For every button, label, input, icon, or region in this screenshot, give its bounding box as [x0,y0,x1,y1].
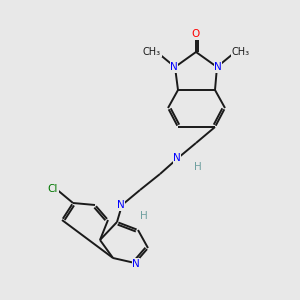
Text: CH₃: CH₃ [232,47,250,57]
Text: N: N [214,62,222,72]
Text: N: N [117,200,125,210]
Text: O: O [192,29,200,39]
Text: H: H [140,211,148,221]
Text: N: N [170,62,178,72]
Text: CH₃: CH₃ [143,47,161,57]
Text: H: H [194,162,202,172]
Text: N: N [173,153,181,163]
Text: N: N [132,259,140,269]
Text: Cl: Cl [48,184,58,194]
